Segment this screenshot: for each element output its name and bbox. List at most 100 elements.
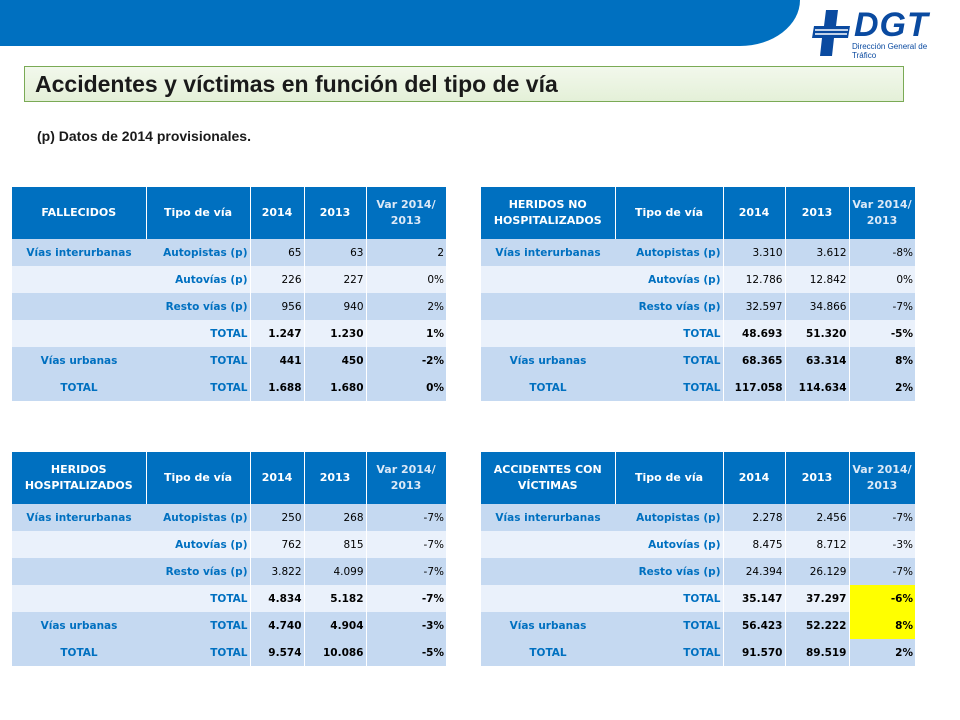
row-label xyxy=(481,531,615,558)
value-2013: 815 xyxy=(303,531,366,558)
header-2013: 2013 xyxy=(304,187,367,239)
value-2013: 3.612 xyxy=(784,239,849,266)
row-tipo: TOTAL xyxy=(615,347,723,374)
value-var: -8% xyxy=(848,239,915,266)
header-var: Var 2014/ 2013 xyxy=(366,187,447,239)
header-category: ACCIDENTES CON VÍCTIMAS xyxy=(481,452,616,504)
row-label: TOTAL xyxy=(481,639,615,666)
value-var: 1% xyxy=(365,320,446,347)
row-tipo: Autopistas (p) xyxy=(146,504,250,531)
page-title-box: Accidentes y víctimas en función del tip… xyxy=(24,66,904,102)
row-label: TOTAL xyxy=(12,639,146,666)
header-2013: 2013 xyxy=(304,452,367,504)
row-label: Vías interurbanas xyxy=(12,504,146,531)
row-tipo: TOTAL xyxy=(615,320,723,347)
value-var: 0% xyxy=(365,266,446,293)
row-tipo: TOTAL xyxy=(146,585,250,612)
row-label xyxy=(481,585,615,612)
header-2013: 2013 xyxy=(785,187,850,239)
header-category: HERIDOS HOSPITALIZADOS xyxy=(12,452,147,504)
table-row: Autovías (p) 226 227 0% xyxy=(12,266,446,293)
value-var-highlighted: 8% xyxy=(848,612,915,639)
table-row: TOTAL TOTAL 117.058 114.634 2% xyxy=(481,374,915,401)
value-var: -2% xyxy=(365,347,446,374)
value-2014: 1.688 xyxy=(249,374,304,401)
row-label xyxy=(481,558,615,585)
value-var: -7% xyxy=(848,293,915,320)
value-2014: 4.834 xyxy=(249,585,304,612)
row-label xyxy=(12,558,146,585)
table-row: TOTAL 48.693 51.320 -5% xyxy=(481,320,915,347)
dgt-logo: DGT Dirección General de Tráfico xyxy=(812,6,952,62)
table-row: Vías urbanas TOTAL 56.423 52.222 8% xyxy=(481,612,915,639)
value-2014: 4.740 xyxy=(249,612,304,639)
row-label xyxy=(12,266,146,293)
row-label: TOTAL xyxy=(12,374,146,401)
row-label: Vías urbanas xyxy=(481,612,615,639)
row-tipo: Autopistas (p) xyxy=(146,239,250,266)
row-tipo: Resto vías (p) xyxy=(615,293,723,320)
value-2014: 3.822 xyxy=(249,558,304,585)
table-row: Autovías (p) 762 815 -7% xyxy=(12,531,446,558)
table-accidentes-con-victimas: ACCIDENTES CON VÍCTIMAS Tipo de vía 2014… xyxy=(481,452,916,666)
row-tipo: TOTAL xyxy=(615,585,723,612)
row-label: Vías urbanas xyxy=(481,347,615,374)
value-2014: 24.394 xyxy=(722,558,785,585)
row-label xyxy=(481,320,615,347)
value-var: 0% xyxy=(365,374,446,401)
table-row: Vías urbanas TOTAL 441 450 -2% xyxy=(12,347,446,374)
table-row: TOTAL 1.247 1.230 1% xyxy=(12,320,446,347)
table-row: Resto vías (p) 24.394 26.129 -7% xyxy=(481,558,915,585)
value-2014: 32.597 xyxy=(722,293,785,320)
value-2013: 4.904 xyxy=(303,612,366,639)
table-row: Vías interurbanas Autopistas (p) 3.310 3… xyxy=(481,239,915,266)
row-tipo: Autovías (p) xyxy=(615,266,723,293)
table-row: Vías urbanas TOTAL 68.365 63.314 8% xyxy=(481,347,915,374)
value-var: -7% xyxy=(365,585,446,612)
header-tipo: Tipo de vía xyxy=(146,452,251,504)
row-label: Vías interurbanas xyxy=(481,504,615,531)
row-label xyxy=(12,293,146,320)
value-var: 2 xyxy=(365,239,446,266)
value-2013: 5.182 xyxy=(303,585,366,612)
table-row: TOTAL 35.147 37.297 -6% xyxy=(481,585,915,612)
top-banner xyxy=(0,0,800,46)
value-2013: 26.129 xyxy=(784,558,849,585)
value-2013: 89.519 xyxy=(784,639,849,666)
row-label xyxy=(481,266,615,293)
header-2014: 2014 xyxy=(250,452,305,504)
row-tipo: TOTAL xyxy=(615,639,723,666)
value-2013: 4.099 xyxy=(303,558,366,585)
provisional-note: (p) Datos de 2014 provisionales. xyxy=(37,128,251,144)
row-tipo: TOTAL xyxy=(146,374,250,401)
row-tipo: TOTAL xyxy=(615,374,723,401)
page-title: Accidentes y víctimas en función del tip… xyxy=(35,71,558,97)
value-2014: 117.058 xyxy=(722,374,785,401)
value-2014: 8.475 xyxy=(722,531,785,558)
value-2013: 37.297 xyxy=(784,585,849,612)
table-fallecidos: FALLECIDOS Tipo de vía 2014 2013 Var 201… xyxy=(12,187,447,401)
value-2013: 52.222 xyxy=(784,612,849,639)
value-var: -5% xyxy=(365,639,446,666)
logo-text: DGT xyxy=(854,6,929,44)
table-row: Vías urbanas TOTAL 4.740 4.904 -3% xyxy=(12,612,446,639)
row-tipo: Autovías (p) xyxy=(146,531,250,558)
value-2013: 450 xyxy=(303,347,366,374)
header-tipo: Tipo de vía xyxy=(615,452,724,504)
value-2013: 51.320 xyxy=(784,320,849,347)
row-label xyxy=(481,293,615,320)
table-row: TOTAL TOTAL 91.570 89.519 2% xyxy=(481,639,915,666)
value-2013: 227 xyxy=(303,266,366,293)
value-2013: 34.866 xyxy=(784,293,849,320)
value-2014: 2.278 xyxy=(722,504,785,531)
row-tipo: TOTAL xyxy=(146,639,250,666)
value-2013: 268 xyxy=(303,504,366,531)
value-var: -7% xyxy=(848,504,915,531)
header-2014: 2014 xyxy=(250,187,305,239)
row-tipo: Resto vías (p) xyxy=(615,558,723,585)
table-row: Resto vías (p) 3.822 4.099 -7% xyxy=(12,558,446,585)
value-2013: 63 xyxy=(303,239,366,266)
logo-subtitle: Dirección General de Tráfico xyxy=(852,42,928,60)
row-tipo: TOTAL xyxy=(615,612,723,639)
header-category: HERIDOS NO HOSPITALIZADOS xyxy=(481,187,616,239)
